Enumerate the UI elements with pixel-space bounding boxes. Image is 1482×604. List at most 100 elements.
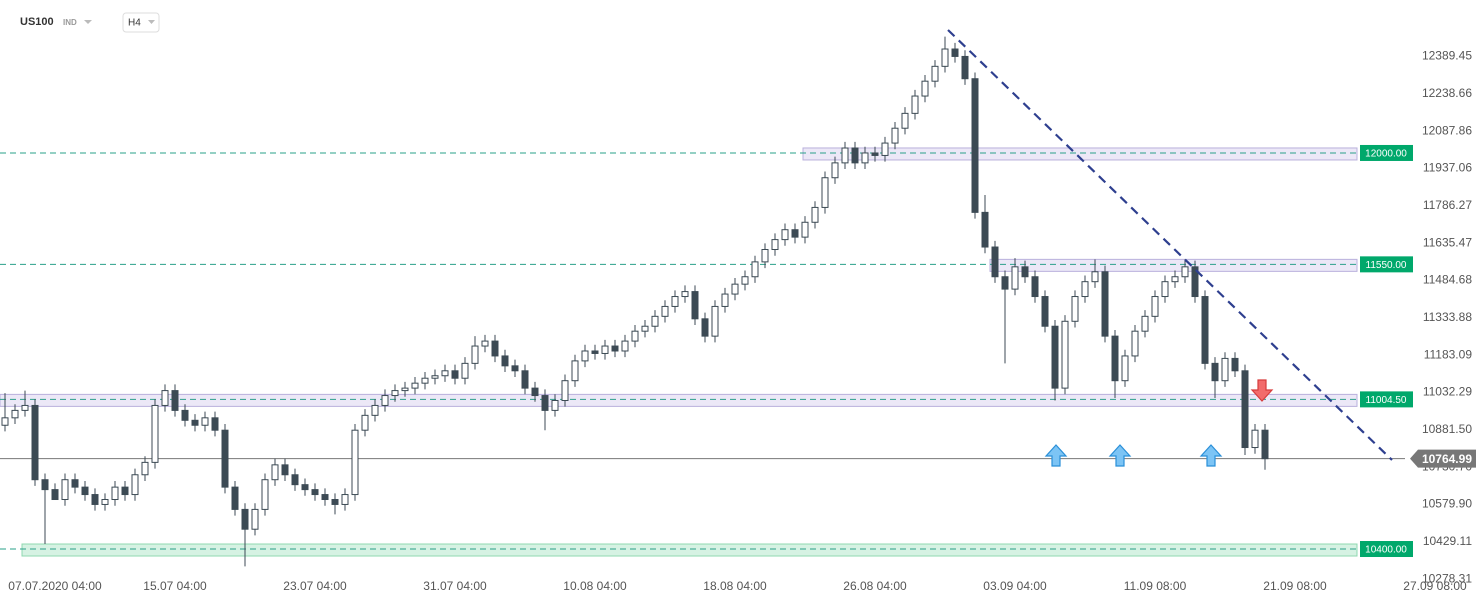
x-tick-label: 31.07 04:00 (423, 579, 487, 593)
candle-body (751, 261, 759, 278)
candle-body (51, 489, 59, 501)
candle-body (891, 127, 899, 144)
candle-body (1161, 281, 1169, 298)
interval-box[interactable] (122, 12, 160, 33)
candle-body (861, 152, 869, 164)
x-tick-label: 27.09 08:00 (1403, 579, 1467, 593)
candle-body (231, 486, 239, 510)
candle-body (511, 365, 519, 372)
candle-body (641, 325, 649, 332)
candle-body (951, 48, 959, 57)
y-tick-label: 10429.11 (1423, 534, 1472, 548)
candle-body (411, 382, 419, 389)
candle-body (1071, 296, 1079, 322)
last-price-box (1410, 449, 1476, 468)
candle-body (1121, 355, 1129, 382)
candle-body (271, 464, 279, 481)
symbol: US100 (20, 16, 54, 28)
candle-body (801, 221, 809, 238)
candle-body (901, 112, 909, 129)
candle-body (981, 211, 989, 248)
candle-body (591, 350, 599, 354)
y-tick-label: 10881.50 (1422, 422, 1472, 436)
y-tick-label: 11786.27 (1423, 198, 1472, 212)
candle-body (1021, 266, 1029, 278)
candle-body (251, 508, 259, 530)
candle-body (531, 387, 539, 397)
candle-body (661, 305, 669, 317)
candle-body (711, 305, 719, 337)
candle-body (311, 489, 319, 496)
candle-body (241, 508, 249, 530)
candle-body (651, 315, 659, 327)
candle-body (1131, 330, 1139, 357)
candle-body (1081, 281, 1089, 298)
candle-body (931, 65, 939, 82)
y-tick-label: 11484.68 (1423, 273, 1472, 287)
candle-body (1, 417, 9, 426)
candle-body (1101, 271, 1109, 337)
candle-body (831, 162, 839, 179)
candle-body (1001, 276, 1009, 290)
x-tick-label: 03.09 04:00 (983, 579, 1047, 593)
y-tick-label: 12238.66 (1422, 86, 1472, 100)
candle-body (971, 78, 979, 213)
candle-body (341, 494, 349, 505)
candle-body (961, 55, 969, 80)
candle-body (561, 380, 569, 401)
candle-body (121, 486, 129, 496)
symbol-dropdown[interactable] (84, 20, 92, 24)
level-band (802, 147, 1358, 161)
candle-body (401, 387, 409, 392)
candle-body (721, 293, 729, 307)
candle-body (281, 464, 289, 476)
level-label: 11004.50 (1366, 395, 1407, 406)
x-tick-label: 10.08 04:00 (563, 579, 627, 593)
candle-body (771, 239, 779, 251)
candle-body (1051, 325, 1059, 389)
candle-body (1181, 266, 1189, 278)
x-tick-label: 26.08 04:00 (843, 579, 907, 593)
candle-body (471, 345, 479, 364)
candle-body (111, 486, 119, 501)
candle-body (371, 404, 379, 416)
candle-body (541, 395, 549, 411)
candle-body (351, 429, 359, 496)
sell-arrow (1250, 379, 1274, 402)
candle-body (31, 404, 39, 481)
level-label-box (1360, 541, 1413, 558)
candle-body (171, 390, 179, 411)
candle-body (1171, 276, 1179, 283)
candle-body (781, 229, 789, 241)
candle-body (21, 404, 29, 411)
candle-body (331, 499, 339, 505)
market: IND (63, 18, 77, 27)
candle-body (451, 370, 459, 379)
candle-body (881, 142, 889, 156)
candle-body (91, 494, 99, 505)
level-label-box (1360, 391, 1413, 408)
candle-body (851, 147, 859, 164)
candle-body (181, 409, 189, 421)
candle-body (941, 48, 949, 67)
candle-body (61, 479, 69, 501)
candle-body (811, 206, 819, 223)
candle-body (1151, 296, 1159, 317)
candle-body (1251, 429, 1259, 449)
candle-body (1061, 320, 1069, 389)
level-band (0, 393, 1358, 407)
y-tick-label: 11937.06 (1423, 161, 1472, 175)
y-tick-label: 10278.31 (1422, 571, 1472, 585)
candle-body (191, 419, 199, 426)
candle-body (741, 276, 749, 285)
buy-arrow (1199, 444, 1223, 467)
candle-body (731, 283, 739, 295)
candle-body (691, 291, 699, 320)
x-tick-label: 18.08 04:00 (703, 579, 767, 593)
candle-body (581, 350, 589, 362)
candle-body (321, 494, 329, 501)
candle-body (201, 417, 209, 426)
level-label-box (1360, 256, 1413, 273)
candle-body (791, 229, 799, 238)
